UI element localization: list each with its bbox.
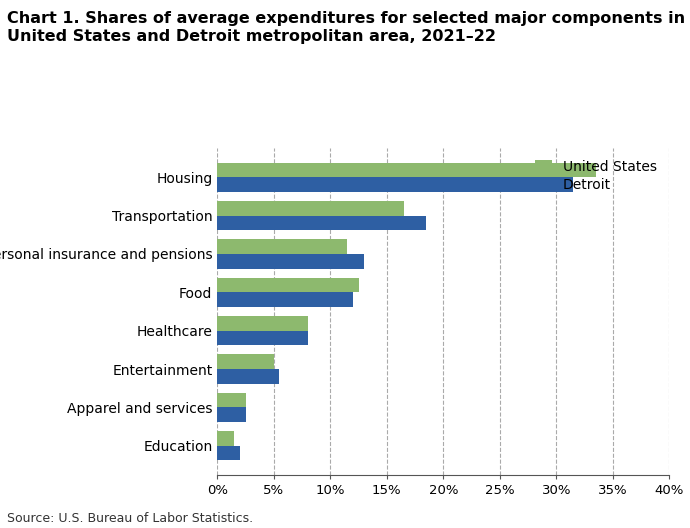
Bar <box>217 331 308 345</box>
Bar <box>217 316 308 331</box>
Text: Chart 1. Shares of average expenditures for selected major components in the
Uni: Chart 1. Shares of average expenditures … <box>7 11 690 44</box>
Bar <box>217 354 274 369</box>
Bar <box>217 446 240 460</box>
Bar <box>217 254 364 269</box>
Bar <box>217 293 353 307</box>
Bar <box>217 431 235 446</box>
Bar <box>217 393 246 408</box>
Bar <box>217 201 404 215</box>
Legend: United States, Detroit: United States, Detroit <box>529 155 662 197</box>
Bar <box>217 239 347 254</box>
Bar <box>217 215 426 230</box>
Bar <box>217 408 246 422</box>
Bar <box>217 163 596 177</box>
Text: Source: U.S. Bureau of Labor Statistics.: Source: U.S. Bureau of Labor Statistics. <box>7 512 253 525</box>
Bar <box>217 369 279 384</box>
Bar <box>217 177 573 192</box>
Bar <box>217 278 359 293</box>
